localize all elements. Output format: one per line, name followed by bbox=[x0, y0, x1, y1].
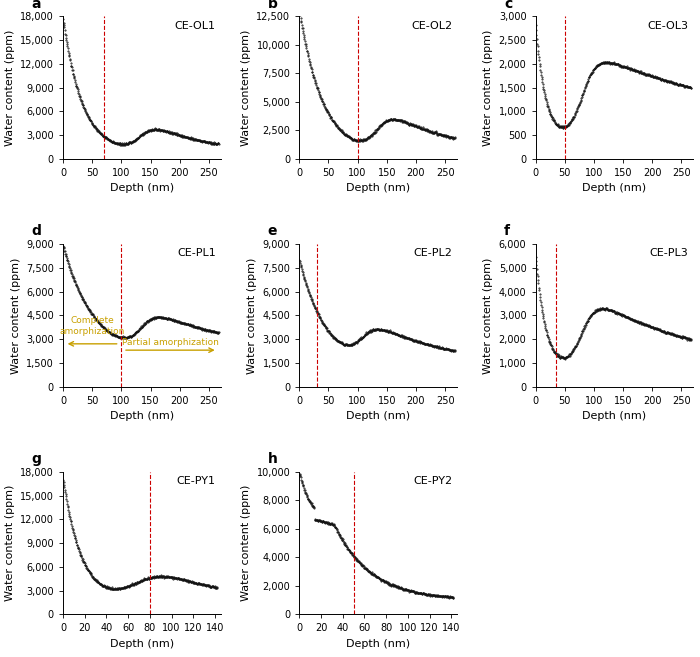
Y-axis label: Water content (ppm): Water content (ppm) bbox=[10, 257, 20, 374]
Text: Complete
amorphization: Complete amorphization bbox=[60, 316, 125, 336]
Text: CE-PL1: CE-PL1 bbox=[177, 248, 216, 258]
Text: d: d bbox=[32, 225, 41, 238]
X-axis label: Depth (nm): Depth (nm) bbox=[110, 639, 174, 649]
Text: b: b bbox=[267, 0, 278, 11]
Text: CE-PL2: CE-PL2 bbox=[413, 248, 452, 258]
Text: Partial amorphization: Partial amorphization bbox=[122, 338, 219, 347]
Text: CE-PY2: CE-PY2 bbox=[413, 476, 452, 486]
Text: e: e bbox=[267, 225, 277, 238]
X-axis label: Depth (nm): Depth (nm) bbox=[582, 411, 646, 421]
X-axis label: Depth (nm): Depth (nm) bbox=[110, 183, 174, 193]
Text: h: h bbox=[267, 452, 278, 466]
Y-axis label: Water content (ppm): Water content (ppm) bbox=[241, 30, 251, 146]
Text: CE-PL3: CE-PL3 bbox=[650, 248, 688, 258]
Text: CE-OL3: CE-OL3 bbox=[648, 21, 688, 31]
Y-axis label: Water content (ppm): Water content (ppm) bbox=[483, 30, 493, 146]
X-axis label: Depth (nm): Depth (nm) bbox=[582, 183, 646, 193]
Y-axis label: Water content (ppm): Water content (ppm) bbox=[247, 257, 257, 374]
Text: a: a bbox=[32, 0, 41, 11]
Text: CE-OL2: CE-OL2 bbox=[411, 21, 452, 31]
X-axis label: Depth (nm): Depth (nm) bbox=[346, 183, 410, 193]
Text: c: c bbox=[504, 0, 512, 11]
Text: f: f bbox=[504, 225, 510, 238]
Y-axis label: Water content (ppm): Water content (ppm) bbox=[4, 30, 15, 146]
Y-axis label: Water content (ppm): Water content (ppm) bbox=[483, 257, 493, 374]
X-axis label: Depth (nm): Depth (nm) bbox=[346, 639, 410, 649]
Y-axis label: Water content (ppm): Water content (ppm) bbox=[241, 485, 251, 601]
Text: CE-PY1: CE-PY1 bbox=[177, 476, 216, 486]
Text: g: g bbox=[32, 452, 41, 466]
Text: CE-OL1: CE-OL1 bbox=[175, 21, 216, 31]
X-axis label: Depth (nm): Depth (nm) bbox=[346, 411, 410, 421]
Y-axis label: Water content (ppm): Water content (ppm) bbox=[4, 485, 15, 601]
X-axis label: Depth (nm): Depth (nm) bbox=[110, 411, 174, 421]
